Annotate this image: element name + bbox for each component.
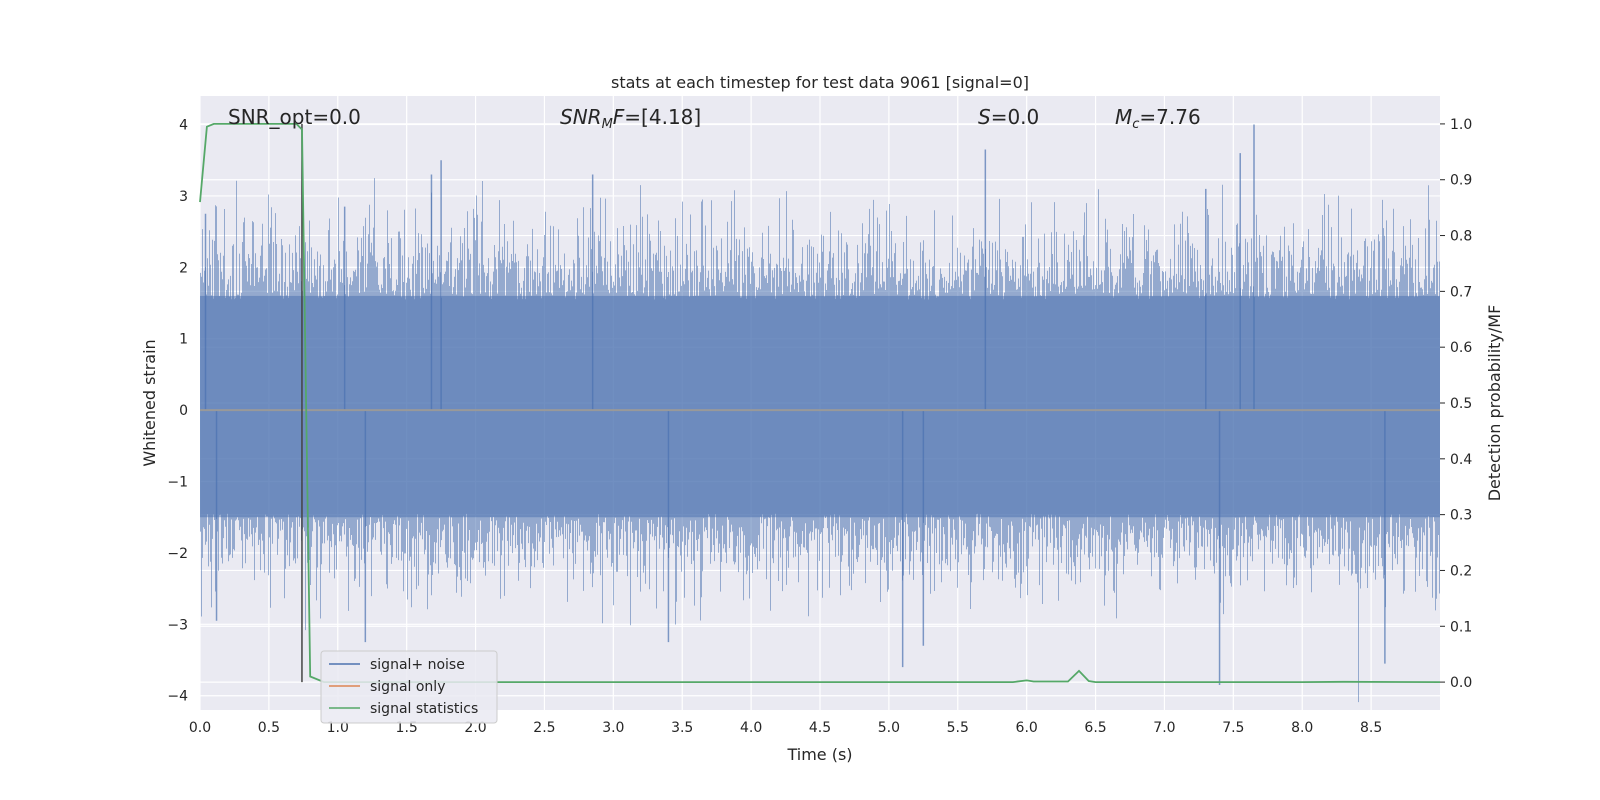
x-tick-label: 3.5: [671, 720, 693, 736]
y2-tick-label: 0.1: [1450, 619, 1472, 635]
annotation-snr-mf-sub: M: [602, 117, 613, 132]
y-tick-label: 1: [179, 332, 188, 348]
x-tick-label: 4.5: [809, 720, 831, 736]
y-tick-label: −1: [167, 475, 188, 491]
x-tick-label: 5.5: [947, 720, 969, 736]
annotation-mc-prefix: M: [1115, 105, 1132, 129]
x-tick-label: 2.5: [533, 720, 555, 736]
y2-tick-label: 0.9: [1450, 173, 1472, 189]
chart-title: stats at each timestep for test data 906…: [611, 73, 1029, 92]
x-tick-label: 1.0: [327, 720, 349, 736]
y-tick-label: −3: [167, 617, 188, 633]
x-axis-label: Time (s): [786, 745, 852, 764]
annotation-snr-mf-suffix: F: [613, 105, 625, 129]
x-tick-label: 1.5: [396, 720, 418, 736]
annotation-s-prefix: S: [978, 105, 991, 129]
y-tick-label: 4: [179, 118, 188, 134]
y2-tick-label: 0.8: [1450, 229, 1472, 245]
y2-tick-label: 0.3: [1450, 508, 1472, 524]
series-signal-plus-noise: [200, 124, 1440, 703]
x-tick-label: 3.0: [602, 720, 624, 736]
y2-tick-label: 1.0: [1450, 117, 1472, 133]
y-tick-label: 3: [179, 189, 188, 205]
legend-label-signal-plus-noise: signal+ noise: [370, 657, 465, 673]
y-tick-label: 0: [179, 403, 188, 419]
x-tick-label: 0.0: [189, 720, 211, 736]
y2-tick-label: 0.0: [1450, 675, 1472, 691]
legend-frame: [320, 650, 498, 724]
x-tick-label: 4.0: [740, 720, 762, 736]
annotation-mc-sub: c: [1132, 117, 1139, 132]
annotation-snr-mf: SNRMF=[4.18]: [560, 105, 701, 132]
y2-tick-label: 0.2: [1450, 563, 1472, 579]
x-tick-label: 7.0: [1153, 720, 1175, 736]
y-tick-label: −2: [167, 546, 188, 562]
y-tick-label: −4: [167, 689, 188, 705]
annotation-snr-mf-prefix: SNR: [560, 105, 602, 129]
y2-tick-label: 0.7: [1450, 284, 1472, 300]
legend-label-signal-statistics: signal statistics: [370, 701, 478, 717]
x-tick-label: 5.0: [878, 720, 900, 736]
annotation-s-val: =0.0: [991, 105, 1040, 129]
y2-axis-label: Detection probability/MF: [1485, 305, 1504, 502]
x-tick-label: 2.0: [464, 720, 486, 736]
annotation-s-value: S=0.0: [978, 105, 1039, 129]
x-tick-label: 0.5: [258, 720, 280, 736]
y-axis-label: Whitened strain: [140, 339, 159, 466]
y2-tick-label: 0.5: [1450, 396, 1472, 412]
annotation-snr-mf-value: =[4.18]: [624, 105, 701, 129]
x-tick-label: 8.5: [1360, 720, 1382, 736]
y2-tick-label: 0.4: [1450, 452, 1472, 468]
legend: signal+ noise signal only signal statist…: [320, 650, 498, 724]
x-tick-label: 6.5: [1084, 720, 1106, 736]
annotation-mc-val: =7.76: [1139, 105, 1200, 129]
y2-tick-label: 0.6: [1450, 340, 1472, 356]
y-tick-label: 2: [179, 260, 188, 276]
x-tick-label: 6.0: [1016, 720, 1038, 736]
annotation-mc-value: Mc=7.76: [1115, 105, 1201, 132]
annotation-snr-opt: SNR_opt=0.0: [228, 105, 361, 129]
tick-labels: 0.0 0.5 1.0 1.5 2.0 2.5 3.0 3.5 4.0 4.5 5.0 5.5 6.0 6…: [167, 117, 1472, 736]
x-tick-label: 8.0: [1291, 720, 1313, 736]
x-tick-label: 7.5: [1222, 720, 1244, 736]
legend-label-signal-only: signal only: [370, 679, 445, 695]
